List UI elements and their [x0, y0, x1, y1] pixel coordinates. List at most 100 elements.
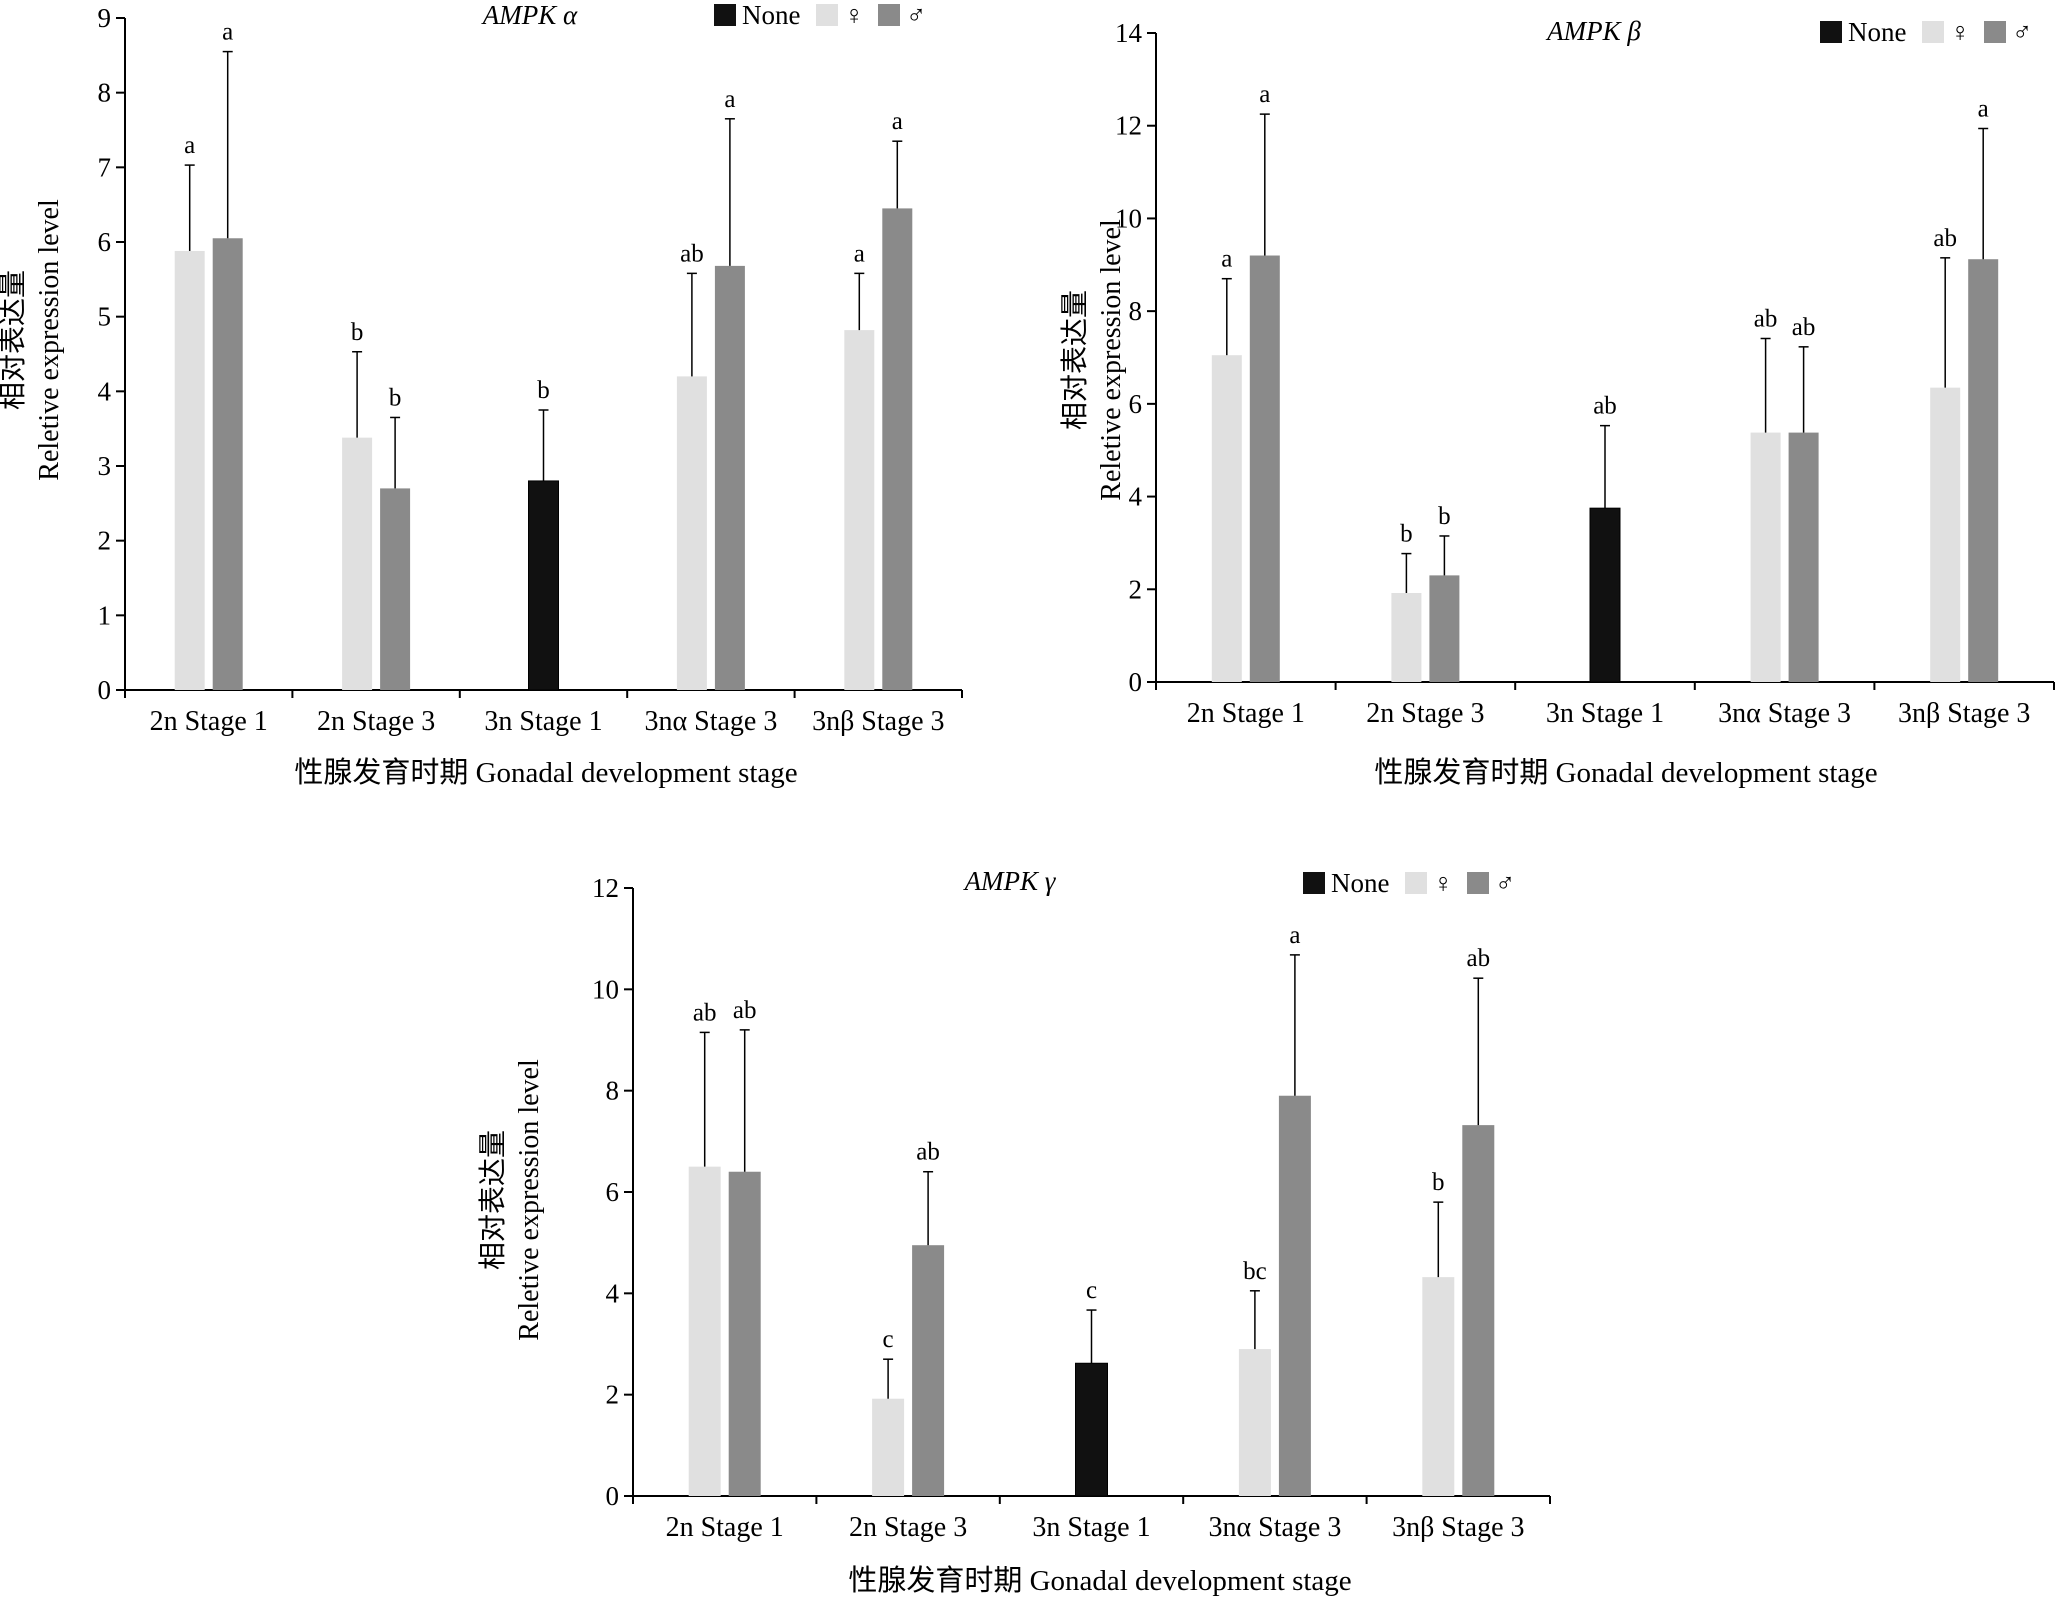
x-tick-label: 2n Stage 3: [849, 1512, 967, 1543]
y-tick-label: 4: [1129, 482, 1143, 512]
x-tick-label: 3nα Stage 3: [1718, 698, 1851, 729]
x-tick-label: 3n Stage 1: [484, 706, 602, 737]
significance-label: c: [1086, 1277, 1097, 1304]
legend-swatch: [1467, 872, 1489, 894]
legend-swatch: [1922, 21, 1944, 43]
x-tick-label: 3n Stage 1: [1032, 1512, 1150, 1543]
bar: [528, 480, 559, 691]
significance-label: a: [1289, 922, 1300, 949]
y-tick-label: 1: [98, 600, 112, 630]
bar: [1238, 1349, 1271, 1496]
y-axis-label-cn: 相对表达量: [477, 1130, 509, 1270]
x-tick-label: 2n Stage 3: [317, 706, 435, 737]
y-tick-label: 8: [98, 78, 112, 108]
y-axis-label-en: Reletive expression level: [514, 1059, 545, 1341]
y-axis-label-en: Reletive expression level: [1096, 219, 1127, 501]
x-tick-label: 2n Stage 1: [150, 706, 268, 737]
significance-label: ab: [693, 999, 717, 1026]
y-tick-label: 12: [1115, 111, 1142, 141]
bar: [1429, 575, 1460, 682]
legend-label: None: [1331, 868, 1389, 898]
legend-swatch: [816, 4, 838, 26]
bar: [1249, 255, 1280, 682]
bar: [728, 1171, 761, 1496]
significance-label: a: [854, 240, 865, 267]
bar: [1278, 1095, 1311, 1496]
significance-label: a: [1221, 246, 1232, 273]
y-tick-label: 8: [1129, 296, 1143, 326]
significance-label: ab: [680, 240, 704, 267]
chart-title: AMPK α: [481, 0, 578, 30]
significance-label: b: [537, 377, 550, 404]
x-axis-label: 性腺发育时期 Gonadal development stage: [848, 1564, 1351, 1597]
bar: [212, 238, 243, 690]
chart-title: AMPK β: [1545, 16, 1641, 46]
significance-label: a: [184, 132, 195, 159]
significance-label: bc: [1243, 1258, 1267, 1285]
significance-label: ab: [1466, 945, 1490, 972]
x-tick-label: 3nβ Stage 3: [1898, 698, 2030, 729]
legend-swatch: [1820, 21, 1842, 43]
legend-label: ♂: [1495, 868, 1515, 898]
y-tick-label: 5: [98, 302, 112, 332]
y-axis-label-en: Reletive expression level: [34, 199, 65, 481]
bar: [1930, 387, 1961, 682]
legend-swatch: [1303, 872, 1325, 894]
y-tick-label: 0: [98, 675, 112, 705]
y-tick-label: 2: [98, 526, 112, 556]
significance-label: ab: [733, 997, 757, 1024]
significance-label: c: [883, 1326, 894, 1353]
significance-label: b: [389, 384, 402, 411]
y-tick-label: 10: [1115, 203, 1142, 233]
significance-label: ab: [1933, 225, 1957, 252]
y-tick-label: 9: [98, 3, 112, 33]
significance-label: b: [351, 319, 364, 346]
bar: [676, 376, 707, 690]
y-tick-label: 3: [98, 451, 112, 481]
bar: [844, 330, 875, 690]
y-axis-label-cn: 相对表达量: [0, 270, 29, 410]
y-tick-label: 0: [606, 1481, 620, 1511]
y-tick-label: 14: [1115, 18, 1143, 48]
x-tick-label: 2n Stage 1: [666, 1512, 784, 1543]
bar: [1211, 355, 1242, 682]
y-tick-label: 8: [606, 1076, 620, 1106]
x-tick-label: 3n Stage 1: [1546, 698, 1664, 729]
bar: [1788, 432, 1819, 682]
significance-label: a: [1259, 81, 1270, 108]
chart-panel-ampk-gamma: 相对表达量 Reletive expression level 性腺发育时期 G…: [477, 866, 1551, 1597]
y-tick-label: 4: [606, 1278, 620, 1308]
legend-swatch: [714, 4, 736, 26]
legend-swatch: [878, 4, 900, 26]
legend-label: None: [742, 0, 800, 30]
y-tick-label: 0: [1129, 667, 1143, 697]
y-tick-label: 10: [592, 974, 619, 1004]
y-axis-label-cn: 相对表达量: [1059, 290, 1091, 430]
significance-label: a: [1978, 95, 1989, 122]
y-tick-label: 12: [592, 873, 619, 903]
significance-label: b: [1438, 503, 1451, 530]
bar: [688, 1166, 721, 1496]
x-tick-label: 3nα Stage 3: [1208, 1512, 1341, 1543]
chart-title: AMPK γ: [963, 866, 1057, 896]
bar: [872, 1398, 905, 1496]
y-tick-label: 4: [98, 376, 112, 406]
legend-swatch: [1984, 21, 2006, 43]
x-tick-label: 2n Stage 3: [1366, 698, 1484, 729]
x-tick-label: 3nα Stage 3: [644, 706, 777, 737]
significance-label: ab: [1593, 393, 1617, 420]
chart-panel-ampk-alpha: 相对表达量 Reletive expression level 性腺发育时期 G…: [0, 0, 963, 789]
bar: [882, 208, 913, 690]
bar: [1462, 1125, 1495, 1496]
significance-label: ab: [1754, 305, 1778, 332]
chart-panel-ampk-beta: 相对表达量 Reletive expression level 性腺发育时期 G…: [1059, 16, 2055, 789]
legend-label: ♂: [2012, 17, 2032, 47]
significance-label: a: [222, 19, 233, 46]
bar: [912, 1245, 945, 1496]
x-axis-label: 性腺发育时期 Gonadal development stage: [1374, 756, 1877, 789]
bar: [1075, 1362, 1108, 1497]
significance-label: a: [892, 108, 903, 135]
bar: [1422, 1277, 1455, 1496]
legend-swatch: [1405, 872, 1427, 894]
